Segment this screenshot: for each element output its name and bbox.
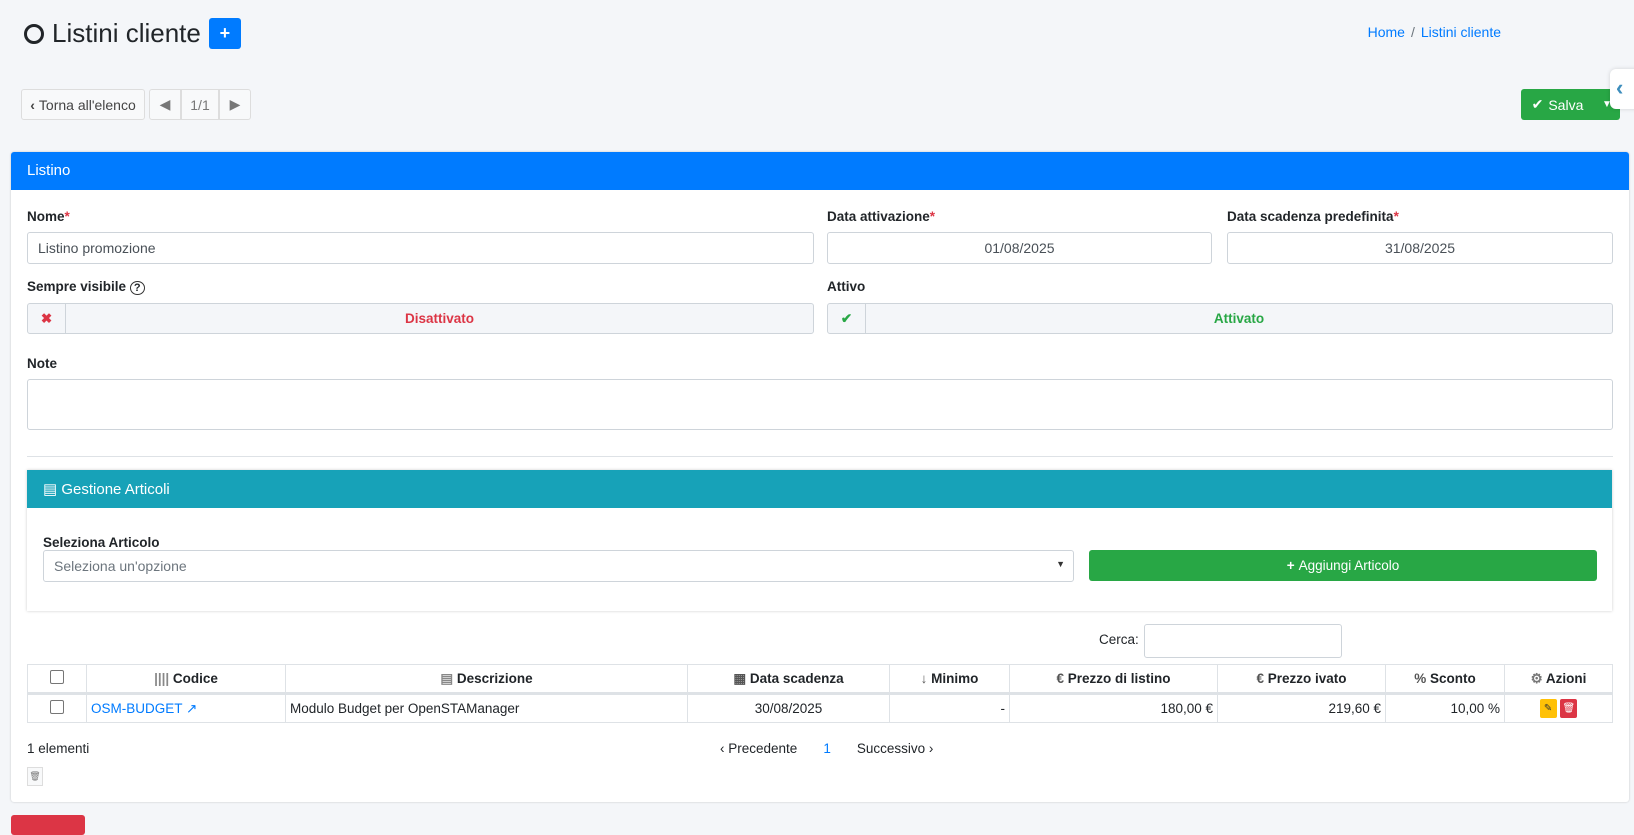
sempre-visibile-label: Sempre visibile ? — [27, 279, 145, 295]
chevron-left-icon: ‹ — [30, 96, 35, 113]
sempre-visibile-toggle[interactable]: ✖ Disattivato — [27, 303, 814, 334]
row-checkbox[interactable] — [50, 700, 64, 714]
page-title: Listini cliente + — [24, 18, 241, 49]
save-dropdown-toggle[interactable]: ▼ — [1602, 99, 1612, 110]
x-icon: ✖ — [28, 304, 66, 333]
next-page-button[interactable]: Successivo › — [856, 741, 934, 756]
bulk-delete-button[interactable]: 🗑 — [27, 767, 43, 786]
divider — [27, 456, 1613, 457]
note-label: Note — [27, 356, 57, 371]
plus-icon: + — [1286, 558, 1295, 573]
search-label: Cerca: — [1099, 632, 1139, 647]
col-prezzo-ivato[interactable]: € Prezzo ivato — [1217, 664, 1386, 695]
element-count: 1 elementi — [27, 741, 90, 756]
trash-icon[interactable]: 🗑 — [1560, 699, 1578, 718]
check-icon: ✔ — [828, 304, 866, 333]
record-pager: ◀ 1/1 ▶ — [149, 89, 251, 120]
attivo-value: Attivato — [1213, 311, 1265, 326]
select-all-checkbox[interactable] — [50, 670, 64, 684]
col-descrizione[interactable]: ▤ Descrizione — [285, 664, 688, 695]
check-icon: ✔ — [1531, 96, 1544, 112]
circle-icon — [24, 23, 44, 44]
col-codice[interactable]: |||| Codice — [86, 664, 286, 695]
delete-button[interactable] — [11, 815, 85, 835]
caret-down-icon: ▼ — [1056, 559, 1065, 569]
descrizione-cell: Modulo Budget per OpenSTAManager — [285, 693, 688, 723]
breadcrumb: Home / Listini cliente — [1367, 24, 1501, 40]
data-attivazione-input[interactable]: 01/08/2025 — [827, 232, 1212, 264]
external-link-icon: ↗ — [186, 700, 198, 716]
sempre-visibile-value: Disattivato — [404, 311, 475, 326]
data-scadenza-input[interactable]: 31/08/2025 — [1227, 232, 1613, 264]
prev-page-button[interactable]: ‹ Precedente — [720, 741, 798, 756]
back-label: Torna all'elenco — [38, 96, 136, 113]
table-header: |||| Codice ▤ Descrizione ▦ Data scadenz… — [27, 664, 1613, 695]
codice-link[interactable]: OSM-BUDGET — [91, 700, 183, 716]
back-to-list-button[interactable]: ‹ Torna all'elenco — [21, 89, 145, 120]
save-label: Salva — [1548, 96, 1584, 113]
card-title: Listino — [11, 152, 1629, 190]
data-scadenza-label: Data scadenza predefinita* — [1227, 209, 1399, 224]
help-icon: ? — [129, 281, 145, 295]
minimo-cell: - — [889, 693, 1010, 723]
add-articolo-button[interactable]: + Aggiungi Articolo — [1089, 550, 1597, 581]
save-button[interactable]: ✔ Salva ▼ — [1521, 89, 1620, 120]
articolo-select[interactable]: Seleziona un'opzione ▼ — [43, 550, 1074, 582]
nome-input[interactable]: Listino promozione — [27, 232, 814, 264]
next-record-button[interactable]: ▶ — [219, 89, 251, 120]
nome-label: Nome* — [27, 209, 70, 224]
pagination: ‹ Precedente 1 Successivo › — [720, 741, 933, 756]
ivato-cell: 219,60 € — [1217, 693, 1386, 723]
sidebar-toggle[interactable]: ‹ — [1610, 69, 1634, 109]
data-attivazione-label: Data attivazione* — [827, 209, 936, 224]
prezzo-cell: 180,00 € — [1009, 693, 1218, 723]
list-icon: ▤ — [43, 481, 58, 498]
breadcrumb-home[interactable]: Home — [1367, 24, 1405, 40]
col-minimo[interactable]: ↓ Minimo — [889, 664, 1010, 695]
gestione-articoli-title: ▤ Gestione Articoli — [27, 470, 1612, 508]
attivo-label: Attivo — [827, 279, 866, 294]
col-sconto[interactable]: % Sconto — [1385, 664, 1505, 695]
listino-card: Listino Nome* Listino promozione Data at… — [11, 152, 1629, 802]
sconto-cell: 10,00 % — [1385, 693, 1505, 723]
pager-indicator: 1/1 — [181, 89, 219, 120]
edit-icon[interactable]: ✎ — [1539, 699, 1557, 718]
scadenza-cell: 30/08/2025 — [687, 693, 890, 723]
col-prezzo-listino[interactable]: € Prezzo di listino — [1009, 664, 1218, 695]
gestione-articoli-card: ▤ Gestione Articoli Seleziona Articolo S… — [27, 470, 1612, 611]
note-textarea[interactable] — [27, 379, 1613, 430]
breadcrumb-current[interactable]: Listini cliente — [1420, 24, 1501, 40]
page-title-text: Listini cliente — [52, 18, 201, 48]
col-data-scadenza[interactable]: ▦ Data scadenza — [687, 664, 890, 695]
col-azioni: ⚙ Azioni — [1504, 664, 1613, 695]
articoli-table: |||| Codice ▤ Descrizione ▦ Data scadenz… — [27, 664, 1613, 723]
search-input[interactable] — [1144, 624, 1342, 658]
add-button[interactable]: + — [208, 18, 241, 49]
attivo-toggle[interactable]: ✔ Attivato — [827, 303, 1613, 334]
seleziona-articolo-label: Seleziona Articolo — [43, 535, 160, 550]
prev-record-button[interactable]: ◀ — [149, 89, 181, 120]
table-row: OSM-BUDGET ↗ Modulo Budget per OpenSTAMa… — [27, 693, 1613, 723]
page-1-button[interactable]: 1 — [823, 741, 831, 756]
